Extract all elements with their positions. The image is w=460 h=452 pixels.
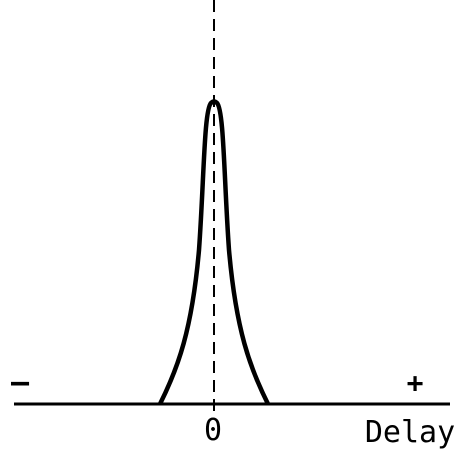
delay-axis-label: Delay — [365, 415, 455, 450]
plus-label: + — [407, 366, 424, 399]
correlation-peak-curve — [157, 99, 271, 406]
minus-label: – — [11, 365, 30, 400]
zero-label: 0 — [204, 413, 222, 448]
